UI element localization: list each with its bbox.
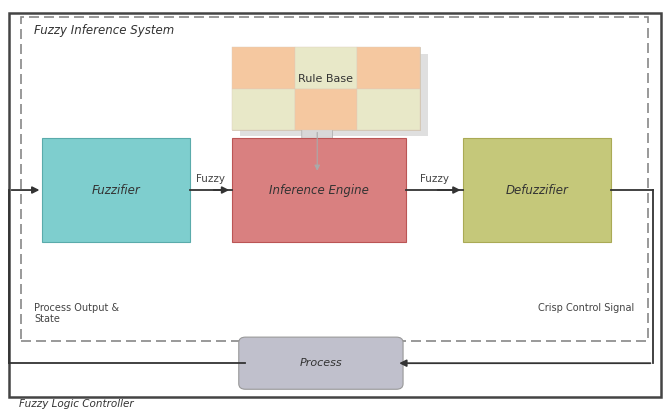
- Bar: [294, 47, 358, 88]
- Bar: [358, 88, 420, 130]
- Bar: [294, 88, 358, 130]
- Text: Process: Process: [300, 358, 342, 368]
- Bar: [464, 138, 611, 242]
- Text: Rule Base: Rule Base: [298, 74, 353, 83]
- Text: Fuzzy Inference System: Fuzzy Inference System: [34, 24, 175, 38]
- Bar: [232, 88, 294, 130]
- FancyBboxPatch shape: [239, 337, 403, 389]
- Bar: [232, 138, 407, 242]
- Text: Process Output &
State: Process Output & State: [34, 303, 120, 324]
- Text: Fuzzy: Fuzzy: [196, 174, 225, 184]
- Text: Inference Engine: Inference Engine: [269, 183, 369, 197]
- Text: Defuzzifier: Defuzzifier: [506, 183, 569, 197]
- Bar: [358, 47, 420, 88]
- Bar: [42, 138, 190, 242]
- Text: Fuzzy: Fuzzy: [421, 174, 450, 184]
- FancyBboxPatch shape: [302, 127, 333, 176]
- Bar: [232, 47, 420, 130]
- Text: Fuzzifier: Fuzzifier: [91, 183, 140, 197]
- Bar: [240, 54, 428, 136]
- Bar: [21, 17, 648, 341]
- Text: Crisp Control Signal: Crisp Control Signal: [538, 303, 634, 313]
- Bar: [232, 47, 294, 88]
- Text: Fuzzy Logic Controller: Fuzzy Logic Controller: [19, 399, 134, 408]
